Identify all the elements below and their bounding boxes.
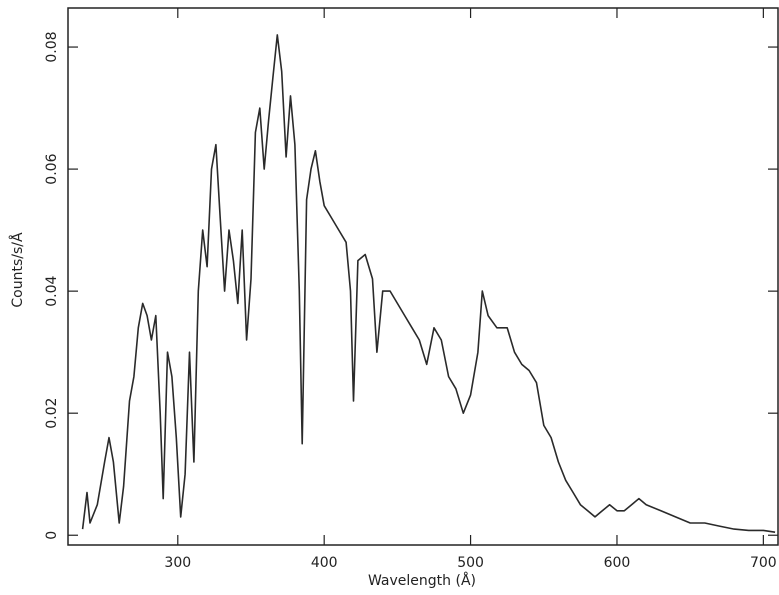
y-tick-label: 0.02: [44, 398, 60, 429]
y-tick-label: 0.04: [44, 275, 60, 306]
x-tick-label: 400: [311, 555, 338, 571]
y-axis-label: Counts/s/Å: [9, 232, 26, 308]
x-axis-label: Wavelength (Å): [368, 572, 476, 589]
plot-frame: [67, 7, 779, 546]
y-tick-label: 0.06: [44, 153, 60, 184]
y-tick-label: 0.08: [44, 31, 60, 62]
x-tick-label: 300: [164, 555, 191, 571]
x-tick-label: 700: [750, 555, 777, 571]
x-tick-label: 500: [457, 555, 484, 571]
y-tick-label: 0: [44, 531, 60, 540]
x-tick-label: 600: [604, 555, 631, 571]
spectrum-line: [81, 34, 776, 533]
